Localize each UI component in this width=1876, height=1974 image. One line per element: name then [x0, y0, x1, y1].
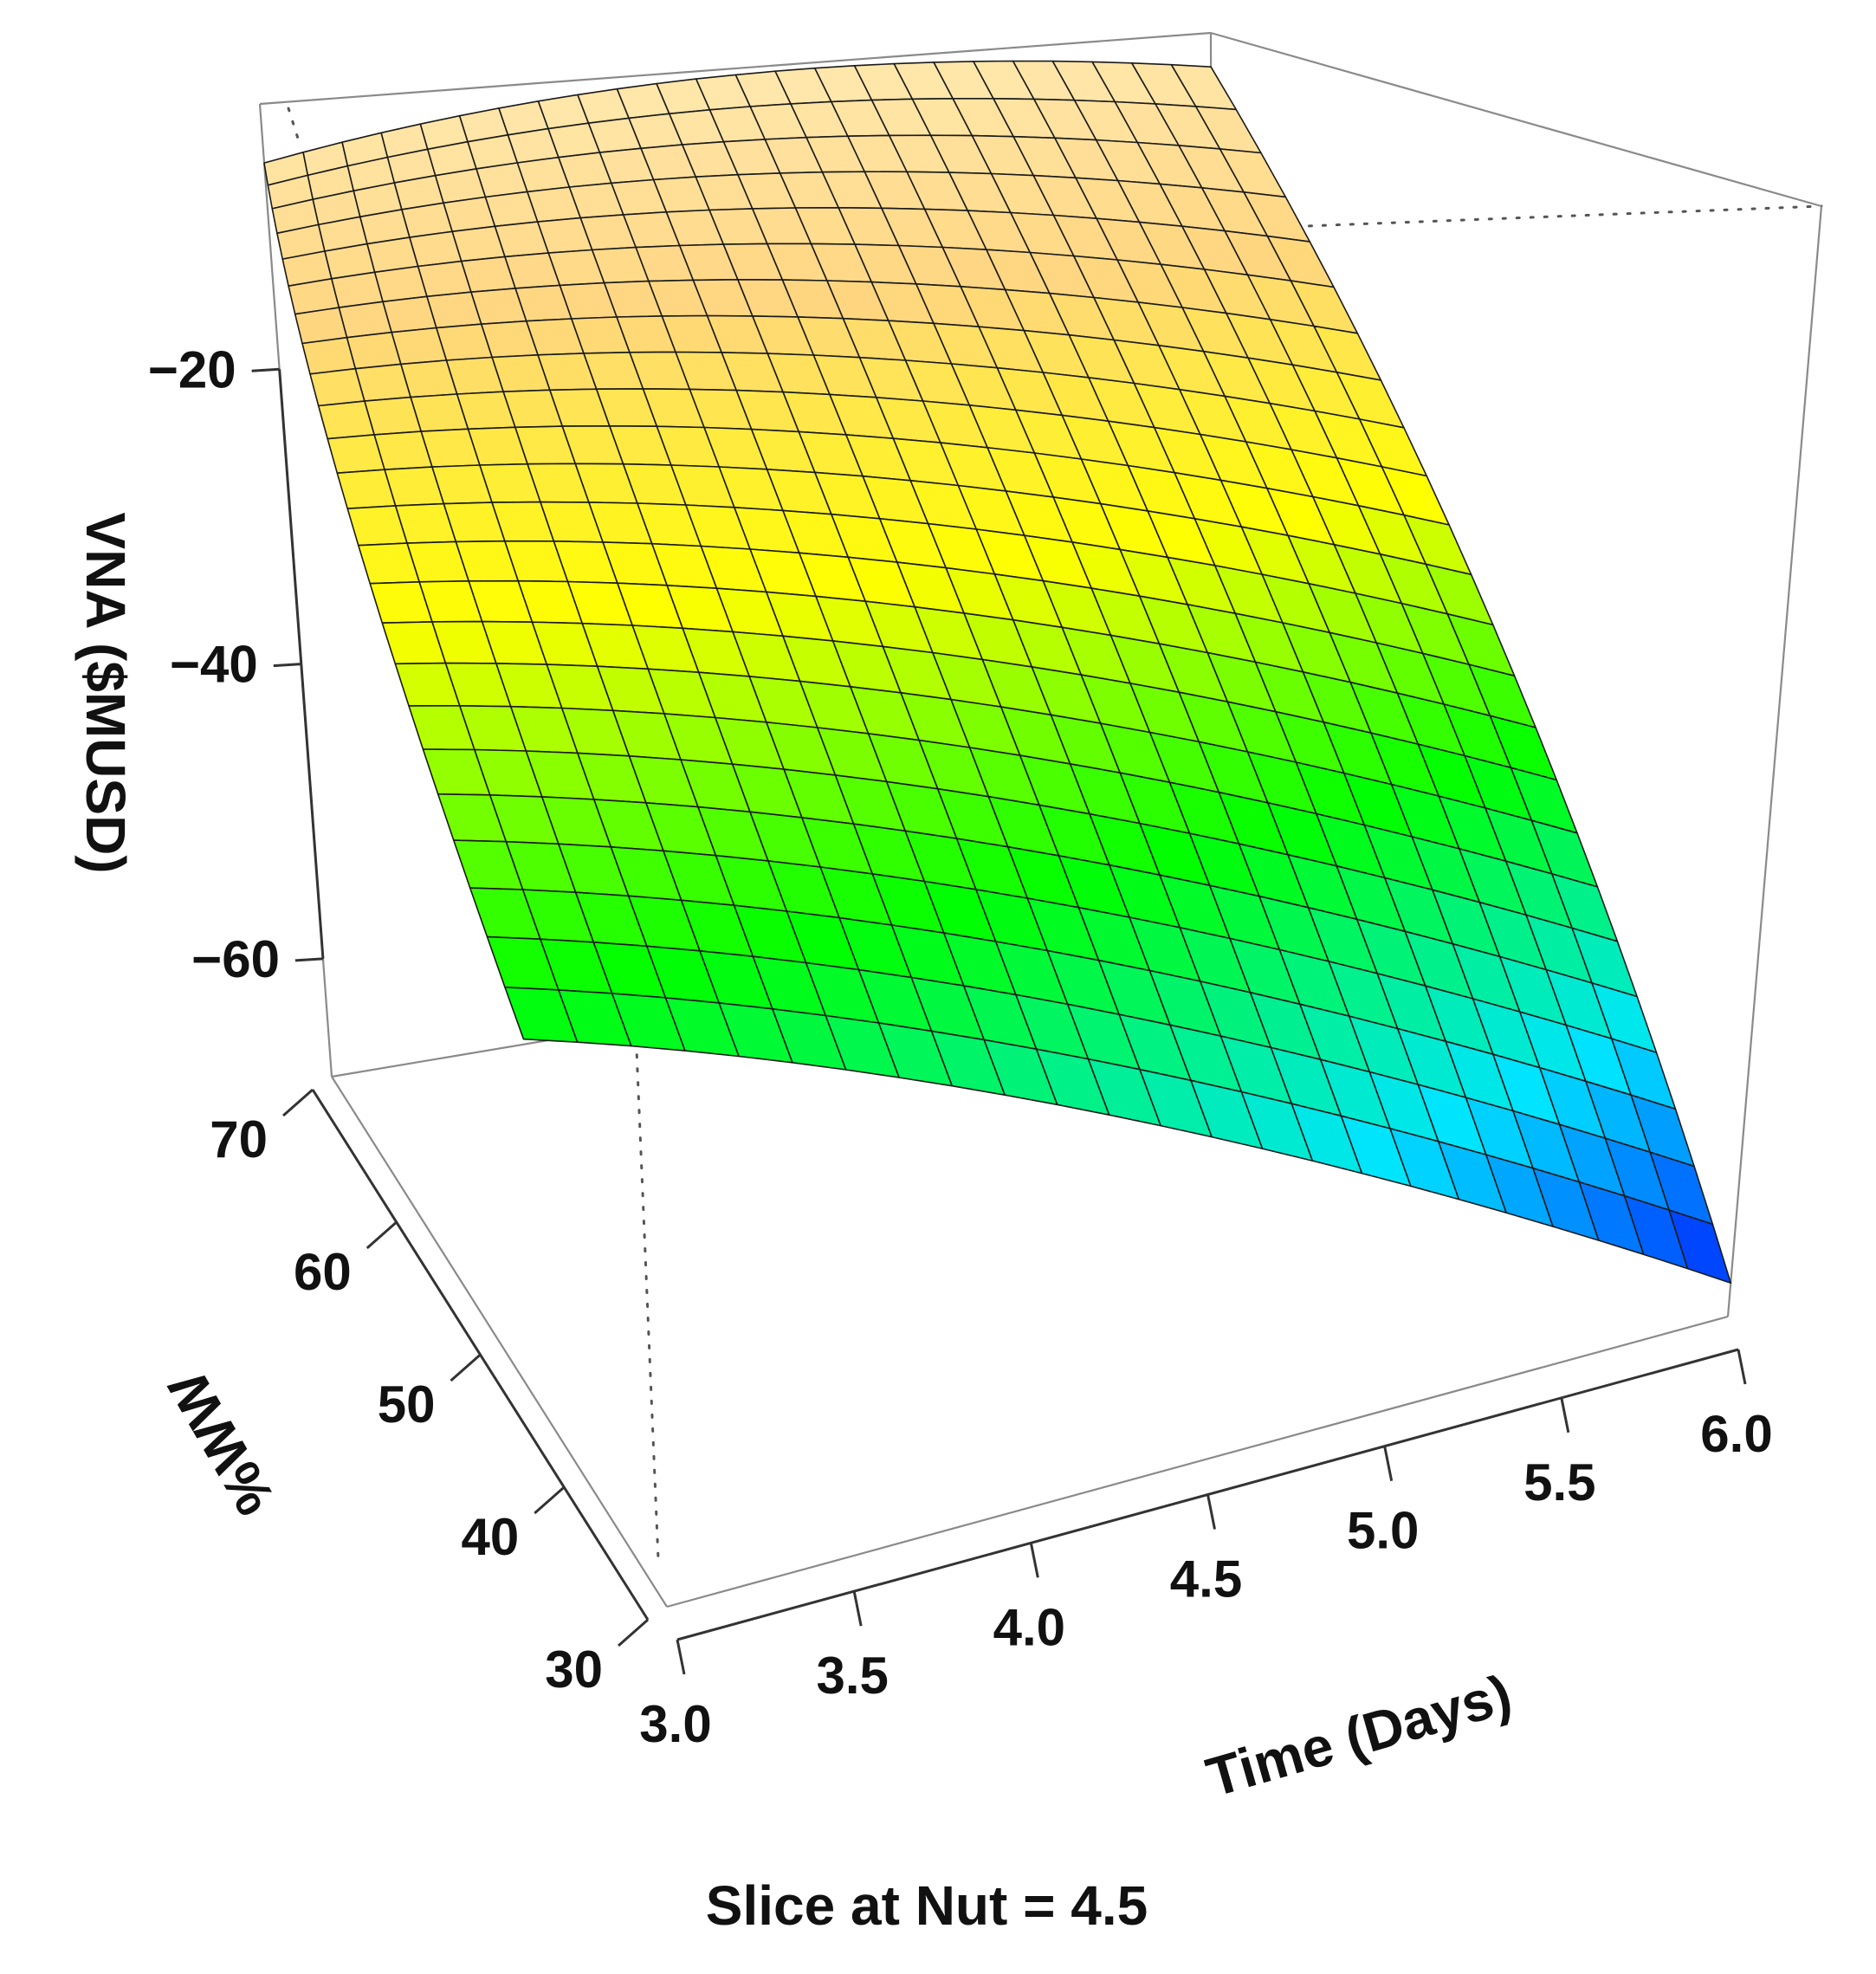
chart-caption: Slice at Nut = 4.5 [706, 1874, 1148, 1937]
time-axis-tick [852, 1590, 863, 1627]
surface-facet [336, 469, 397, 510]
ww-tick-label: 30 [545, 1641, 603, 1699]
surface-facet [309, 367, 365, 407]
surface-facet [346, 331, 402, 370]
z-axis-title: VNA ($MUSD) [74, 512, 137, 873]
z-axis: −20 −40 −60 [148, 340, 325, 988]
ww-axis-tick [618, 1618, 649, 1647]
surface-facet [409, 230, 463, 268]
time-axis-tick [1029, 1543, 1039, 1578]
time-tick-label: 3.5 [816, 1647, 888, 1705]
time-axis-title: Time (Days) [1200, 1662, 1517, 1809]
time-axis-tick [1383, 1446, 1394, 1481]
time-axis-tick [1206, 1494, 1216, 1530]
ww-axis-tick [365, 1220, 398, 1250]
response-surface [263, 60, 1732, 1284]
z-tick-label: −60 [191, 930, 280, 988]
surface-facet [317, 400, 375, 440]
surface-facet [301, 336, 357, 375]
time-tick-label: 5.5 [1523, 1453, 1595, 1511]
time-tick-label: 5.0 [1347, 1502, 1419, 1560]
hidden-left-top-edge [287, 107, 301, 143]
surface-facet [373, 265, 428, 303]
time-axis: 3.0 3.5 4.0 4.5 5.0 5.5 6.0 [639, 1348, 1773, 1753]
time-axis-tick [676, 1639, 686, 1675]
z-tick-label: −20 [148, 340, 236, 398]
surface-facet [504, 987, 579, 1043]
time-tick-label: 4.0 [993, 1598, 1065, 1656]
ww-axis-tick [282, 1088, 314, 1117]
z-axis-tick [273, 663, 301, 668]
ww-axis-tick [450, 1353, 482, 1382]
surface-facet [327, 434, 385, 475]
ww-tick-label: 50 [378, 1375, 436, 1434]
ww-tick-label: 60 [294, 1243, 352, 1301]
time-axis-tick [1560, 1397, 1570, 1434]
surface-facet [338, 301, 392, 339]
box-front-floor-edge [666, 1315, 1729, 1608]
ww-axis-tick [534, 1485, 566, 1515]
time-tick-label: 3.0 [639, 1695, 711, 1753]
time-axis-tick [1737, 1349, 1747, 1385]
box-top-right-edge [1210, 31, 1822, 208]
z-tick-label: −40 [170, 636, 258, 694]
box-right-vertical-edge [1726, 205, 1823, 1317]
time-tick-label: 4.5 [1170, 1550, 1242, 1608]
ww-axis: 30 40 50 60 70 [210, 1088, 650, 1699]
box-floor-ww-edge [331, 1076, 668, 1608]
ww-tick-label: 70 [210, 1110, 268, 1168]
z-axis-tick [294, 957, 324, 962]
ww-axis-title: %WW [156, 1361, 288, 1525]
ww-tick-label: 40 [462, 1508, 520, 1566]
box-top-left-edge [259, 31, 1212, 106]
time-tick-label: 6.0 [1700, 1405, 1772, 1463]
surface-facet [382, 295, 437, 333]
z-axis-tick [251, 367, 280, 372]
